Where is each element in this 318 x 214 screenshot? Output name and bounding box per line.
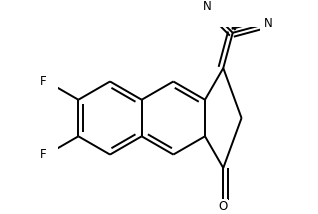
- Text: N: N: [203, 0, 211, 13]
- Text: F: F: [39, 148, 46, 161]
- Text: O: O: [219, 200, 228, 213]
- Text: F: F: [39, 75, 46, 88]
- Text: N: N: [264, 17, 273, 30]
